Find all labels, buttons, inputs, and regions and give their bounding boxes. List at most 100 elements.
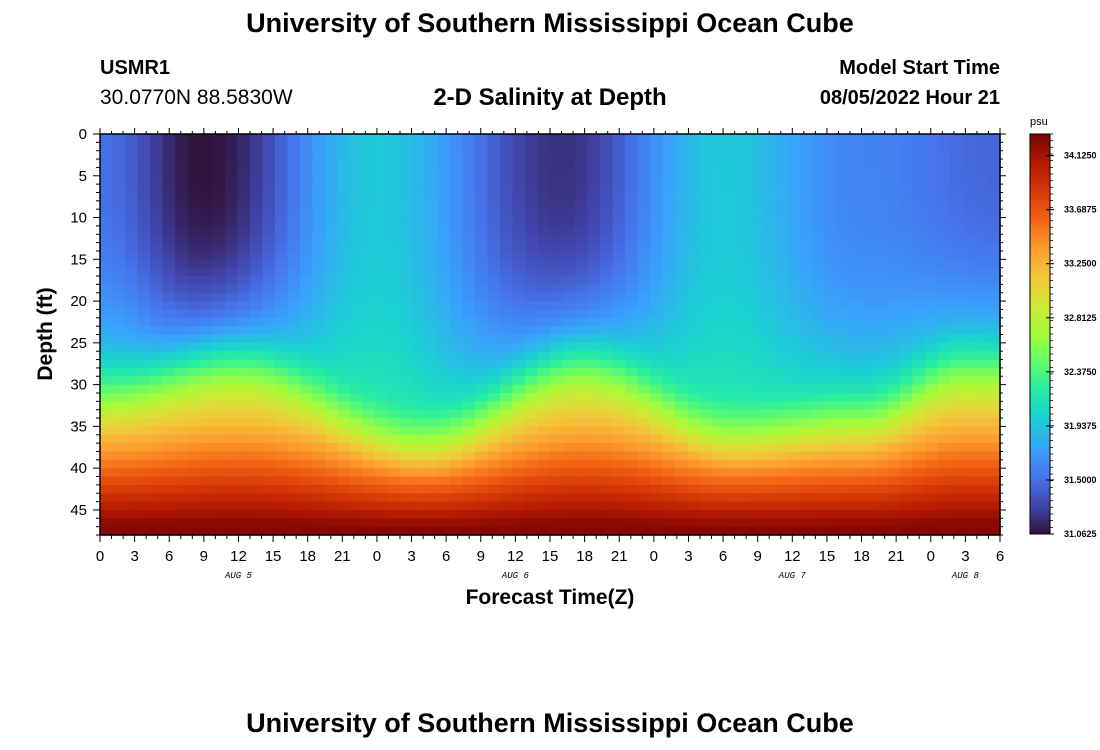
heatmap-cell (300, 443, 314, 453)
heatmap-cell (812, 526, 826, 536)
heatmap-cell (487, 234, 501, 244)
heatmap-cell (750, 509, 764, 519)
heatmap-cell (475, 292, 489, 302)
heatmap-cell (375, 484, 389, 494)
heatmap-cell (950, 376, 964, 386)
heatmap-cell (587, 468, 601, 478)
heatmap-cell (237, 342, 251, 352)
heatmap-cell (300, 493, 314, 503)
heatmap-cell (412, 167, 426, 177)
heatmap-cell (450, 484, 464, 494)
heatmap-cell (500, 192, 514, 202)
heatmap-cell (162, 192, 176, 202)
heatmap-cell (312, 284, 326, 294)
heatmap-cell (362, 384, 376, 394)
heatmap-cell (175, 134, 189, 143)
heatmap-cell (200, 292, 214, 302)
heatmap-cell (175, 200, 189, 210)
heatmap-cell (262, 134, 276, 143)
heatmap-cell (700, 426, 714, 436)
heatmap-cell (137, 351, 151, 361)
heatmap-cell (312, 451, 326, 461)
heatmap-cell (562, 501, 576, 511)
heatmap-cell (887, 276, 901, 285)
heatmap-cell (100, 292, 114, 302)
heatmap-cell (975, 468, 989, 478)
heatmap-cell (562, 409, 576, 419)
heatmap-cell (187, 317, 201, 327)
heatmap-cell (287, 175, 301, 185)
heatmap-cell (262, 167, 276, 177)
heatmap-cell (975, 184, 989, 194)
heatmap-cell (762, 284, 776, 294)
heatmap-cell (687, 134, 701, 143)
heatmap-cell (787, 351, 801, 361)
heatmap-cell (287, 200, 301, 210)
heatmap-cell (362, 443, 376, 453)
heatmap-cell (175, 351, 189, 361)
heatmap-cell (450, 418, 464, 427)
heatmap-cell (925, 409, 939, 419)
heatmap-cell (112, 276, 126, 285)
heatmap-cell (787, 326, 801, 336)
heatmap-cell (825, 384, 839, 394)
heatmap-cell (637, 234, 651, 244)
heatmap-cell (200, 259, 214, 269)
heatmap-cell (900, 509, 914, 519)
heatmap-cell (612, 159, 626, 169)
heatmap-cell (200, 242, 214, 252)
heatmap-cell (750, 526, 764, 536)
heatmap-cell (812, 418, 826, 427)
heatmap-cell (112, 317, 126, 327)
heatmap-cell (650, 242, 664, 252)
heatmap-cell (137, 200, 151, 210)
heatmap-cell (437, 292, 451, 302)
heatmap-cell (100, 443, 114, 453)
heatmap-cell (575, 184, 589, 194)
heatmap-cell (612, 259, 626, 269)
heatmap-cell (875, 367, 889, 377)
heatmap-cell (400, 250, 414, 260)
heatmap-cell (750, 192, 764, 202)
heatmap-cell (862, 267, 876, 277)
heatmap-cell (137, 175, 151, 185)
heatmap-cell (562, 401, 576, 411)
heatmap-cell (100, 134, 114, 143)
heatmap-cell (637, 317, 651, 327)
heatmap-cell (112, 301, 126, 311)
heatmap-cell (150, 167, 164, 177)
heatmap-cell (712, 509, 726, 519)
heatmap-cell (375, 276, 389, 285)
heatmap-cell (200, 167, 214, 177)
heatmap-cell (487, 418, 501, 427)
heatmap-cell (575, 526, 589, 536)
heatmap-cell (112, 518, 126, 528)
heatmap-cell (325, 234, 339, 244)
heatmap-cell (387, 225, 401, 235)
heatmap-cell (162, 301, 176, 311)
heatmap-cell (237, 225, 251, 235)
heatmap-cell (125, 225, 139, 235)
heatmap-cell (525, 134, 539, 143)
heatmap-cell (462, 476, 476, 486)
heatmap-cell (162, 159, 176, 169)
heatmap-cell (312, 509, 326, 519)
heatmap-cell (537, 401, 551, 411)
heatmap-cell (625, 326, 639, 336)
heatmap-cell (575, 284, 589, 294)
heatmap-cell (550, 418, 564, 427)
heatmap-cell (950, 234, 964, 244)
heatmap-cell (900, 526, 914, 536)
heatmap-cell (625, 134, 639, 143)
heatmap-cell (800, 434, 814, 444)
heatmap-cell (650, 209, 664, 219)
heatmap-cell (325, 351, 339, 361)
heatmap-cell (762, 526, 776, 536)
heatmap-cell (400, 134, 414, 143)
heatmap-cell (212, 150, 226, 160)
heatmap-cell (675, 267, 689, 277)
heatmap-cell (112, 334, 126, 344)
heatmap-cell (650, 501, 664, 511)
heatmap-cell (600, 459, 614, 469)
heatmap-cell (675, 501, 689, 511)
